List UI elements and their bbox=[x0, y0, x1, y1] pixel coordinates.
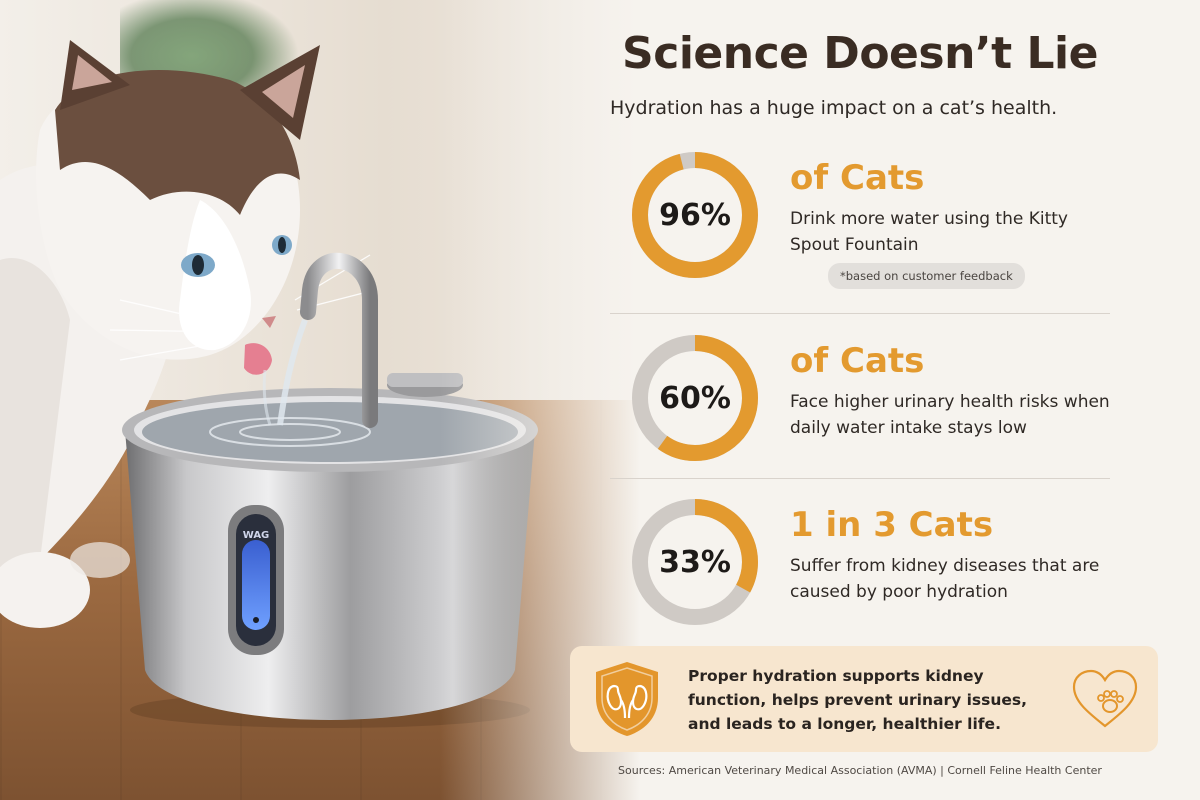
percent-value: 96% bbox=[659, 197, 731, 233]
stat-label: of Cats bbox=[790, 341, 925, 381]
callout-text: Proper hydration supports kidney functio… bbox=[688, 667, 1028, 733]
stat-card: 60% of Cats Face higher urinary health r… bbox=[620, 333, 1120, 463]
stat-card: 33% 1 in 3 Cats Suffer from kidney disea… bbox=[620, 497, 1120, 637]
sources-footnote: Sources: American Veterinary Medical Ass… bbox=[618, 764, 1102, 777]
kidney-shield-icon bbox=[596, 662, 658, 736]
divider bbox=[610, 478, 1110, 479]
progress-ring: 96% bbox=[630, 150, 760, 280]
ring-fill bbox=[632, 152, 758, 278]
ring-chart bbox=[632, 335, 758, 461]
stat-card: 96% of Cats Drink more water using the K… bbox=[620, 150, 1120, 290]
stat-description: Suffer from kidney diseases that are cau… bbox=[790, 556, 1100, 602]
fountain-window-text: WAG bbox=[243, 530, 270, 541]
ring-chart bbox=[632, 152, 758, 278]
progress-ring: 60% bbox=[630, 333, 760, 463]
stat-label: of Cats bbox=[790, 158, 925, 198]
stat-label: 1 in 3 Cats bbox=[790, 505, 994, 545]
ring-chart bbox=[632, 499, 758, 625]
heart-paw-icon bbox=[1072, 669, 1138, 728]
ragdoll-cat-illustration bbox=[0, 40, 376, 628]
water-fountain-illustration: WAG bbox=[122, 252, 538, 728]
hero-photo: WAG bbox=[0, 0, 640, 800]
percent-value: 33% bbox=[659, 544, 731, 580]
page-subtitle: Hydration has a huge impact on a cat’s h… bbox=[610, 97, 1058, 119]
page-title: Science Doesn’t Lie bbox=[622, 28, 1098, 79]
content-panel: Science Doesn’t Lie Hydration has a huge… bbox=[570, 0, 1200, 800]
divider bbox=[610, 313, 1110, 314]
callout-box: Proper hydration supports kidney functio… bbox=[570, 646, 1158, 752]
stat-description: Drink more water using the Kitty Spout F… bbox=[790, 209, 1068, 255]
footnote-badge: *based on customer feedback bbox=[828, 263, 1025, 289]
stat-description: Face higher urinary health risks when da… bbox=[790, 392, 1110, 438]
ring-fill bbox=[632, 335, 758, 461]
ring-fill bbox=[632, 499, 758, 625]
percent-value: 60% bbox=[659, 380, 731, 416]
progress-ring: 33% bbox=[630, 497, 760, 627]
